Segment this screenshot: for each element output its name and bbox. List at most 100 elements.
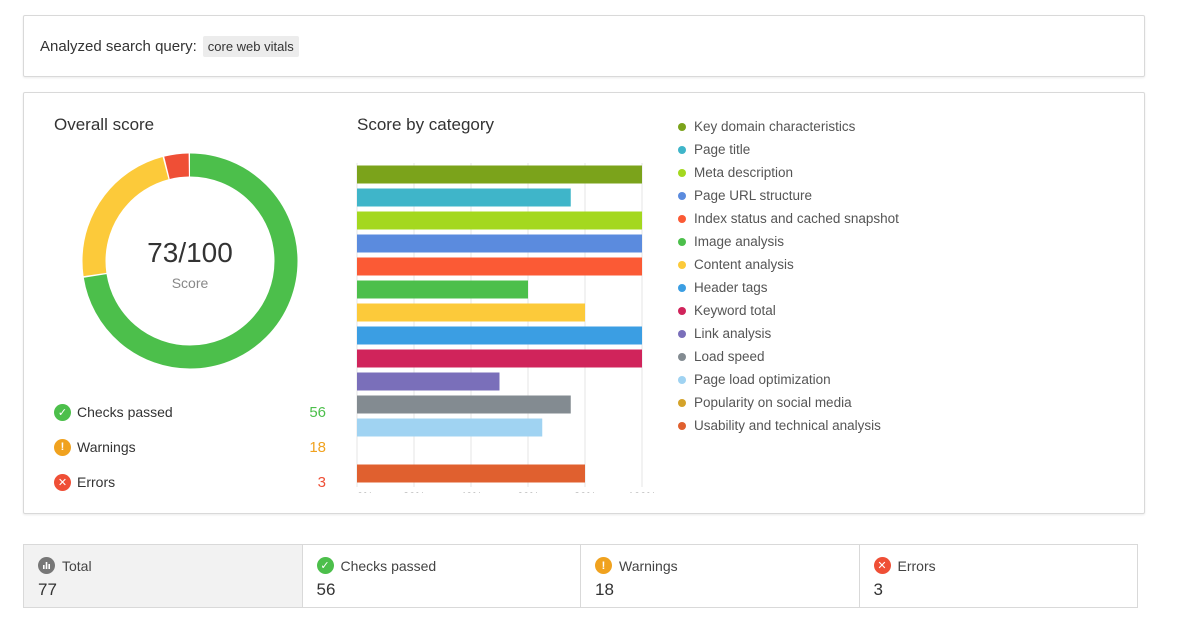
warning-circle-icon: ! <box>54 438 71 456</box>
bar-content-analysis[interactable] <box>357 303 585 322</box>
summary-value: 3 <box>873 580 883 599</box>
legend-item[interactable]: Content analysis <box>678 253 899 276</box>
bar-header-tags[interactable] <box>357 326 642 345</box>
bar-link-analysis[interactable] <box>357 372 500 391</box>
legend-label: Page load optimization <box>694 372 831 387</box>
error-circle-icon: ✕ <box>873 557 891 574</box>
stat-count: 56 <box>309 403 326 421</box>
legend-item[interactable]: Keyword total <box>678 299 899 322</box>
bar-load-speed[interactable] <box>357 395 571 414</box>
legend-dot <box>678 168 686 177</box>
legend-label: Load speed <box>694 349 765 364</box>
donut-segment-passed <box>82 153 298 369</box>
overall-score-donut <box>82 153 298 369</box>
legend-label: Usability and technical analysis <box>694 418 881 433</box>
bar-usability-and-technical-analysis[interactable] <box>357 464 585 483</box>
legend-item[interactable]: Popularity on social media <box>678 391 899 414</box>
legend-item[interactable]: Header tags <box>678 276 899 299</box>
summary-tab-total[interactable]: Total 77 <box>24 545 303 607</box>
summary-tab-checks-passed[interactable]: ✓ Checks passed 56 <box>303 545 581 607</box>
x-tick-label: 40% <box>460 491 482 493</box>
query-chip: core web vitals <box>202 35 299 57</box>
legend-label: Page title <box>694 142 751 157</box>
legend-dot <box>678 191 686 200</box>
legend-dot <box>678 421 686 430</box>
legend-item[interactable]: Load speed <box>678 345 899 368</box>
overall-score-title: Overall score <box>54 115 155 134</box>
legend-item[interactable]: Usability and technical analysis <box>678 414 899 437</box>
warning-circle-icon: ! <box>595 557 612 574</box>
legend-dot <box>678 375 686 384</box>
stat-row-errors: ✕ Errors 3 <box>54 471 326 493</box>
overall-score-caption: Score <box>171 275 209 291</box>
summary-bar: Total 77 ✓ Checks passed 56 ! Warnings 1… <box>23 544 1138 608</box>
bar-page-load-optimization[interactable] <box>357 418 543 437</box>
legend-dot <box>678 306 686 315</box>
summary-tab-errors[interactable]: ✕ Errors 3 <box>860 545 1138 607</box>
legend-label: Keyword total <box>694 303 776 318</box>
summary-label: Errors <box>897 557 936 574</box>
bar-chart-svg: 0% 20% 40% 60% 80% 100% <box>356 163 656 493</box>
bar-key-domain-characteristics[interactable] <box>357 165 642 184</box>
check-circle-icon: ✓ <box>54 403 71 421</box>
check-circle-icon: ✓ <box>316 557 334 574</box>
donut-segment-warnings <box>82 153 298 369</box>
stat-label: Checks passed <box>77 404 173 420</box>
legend-dot <box>678 398 686 407</box>
bar-page-title[interactable] <box>357 188 571 207</box>
legend-dot <box>678 352 686 361</box>
x-tick-label: 20% <box>403 491 425 493</box>
stat-row-warnings: ! Warnings 18 <box>54 436 326 458</box>
summary-value: 77 <box>38 580 57 599</box>
score-by-category-chart: 0% 20% 40% 60% 80% 100% <box>350 153 660 493</box>
legend-label: Content analysis <box>694 257 794 272</box>
bar-keyword-total[interactable] <box>357 349 642 368</box>
bar-meta-description[interactable] <box>357 211 642 230</box>
score-panel: Overall score 73/100 Score ✓ Checks pass… <box>23 92 1145 514</box>
category-legend: Key domain characteristics Page title Meta… <box>678 115 899 437</box>
bar-page-url-structure[interactable] <box>357 234 642 253</box>
bar-chart-icon <box>38 557 55 574</box>
summary-label: Total <box>62 557 92 574</box>
legend-item[interactable]: Image analysis <box>678 230 899 253</box>
legend-label: Page URL structure <box>694 188 813 203</box>
legend-item[interactable]: Key domain characteristics <box>678 115 899 138</box>
legend-label: Popularity on social media <box>694 395 852 410</box>
summary-value: 56 <box>316 580 336 599</box>
stat-label: Warnings <box>77 439 136 455</box>
legend-dot <box>678 283 686 292</box>
stat-label: Errors <box>77 474 116 490</box>
query-panel: Analyzed search query: core web vitals <box>23 15 1145 77</box>
legend-item[interactable]: Page title <box>678 138 899 161</box>
legend-dot <box>678 260 686 269</box>
legend-dot <box>678 214 686 223</box>
legend-label: Header tags <box>694 280 768 295</box>
legend-label: Link analysis <box>694 326 772 341</box>
error-circle-icon: ✕ <box>54 473 71 491</box>
stat-count: 18 <box>309 438 326 456</box>
legend-item[interactable]: Index status and cached snapshot <box>678 207 899 230</box>
legend-item[interactable]: Meta description <box>678 161 899 184</box>
bar-index-status-and-cached-snapshot[interactable] <box>357 257 642 276</box>
legend-dot <box>678 145 686 154</box>
legend-label: Index status and cached snapshot <box>694 211 899 226</box>
query-label: Analyzed search query: <box>40 37 197 55</box>
legend-item[interactable]: Page load optimization <box>678 368 899 391</box>
legend-dot <box>678 237 686 246</box>
x-tick-label: 80% <box>574 491 596 493</box>
legend-item[interactable]: Page URL structure <box>678 184 899 207</box>
legend-label: Image analysis <box>694 234 785 249</box>
x-tick-label: 60% <box>517 491 539 493</box>
x-tick-label: 0% <box>357 491 373 493</box>
score-by-category-title: Score by category <box>357 115 495 134</box>
summary-tab-warnings[interactable]: ! Warnings 18 <box>581 545 860 607</box>
summary-label: Checks passed <box>340 557 437 574</box>
stat-row-checks-passed: ✓ Checks passed 56 <box>54 401 326 423</box>
legend-dot <box>678 122 686 131</box>
bar-image-analysis[interactable] <box>357 280 528 299</box>
x-tick-label: 100% <box>628 491 656 493</box>
legend-label: Key domain characteristics <box>694 119 856 134</box>
summary-value: 18 <box>595 580 614 599</box>
legend-item[interactable]: Link analysis <box>678 322 899 345</box>
overall-score-value: 73/100 <box>147 237 233 268</box>
